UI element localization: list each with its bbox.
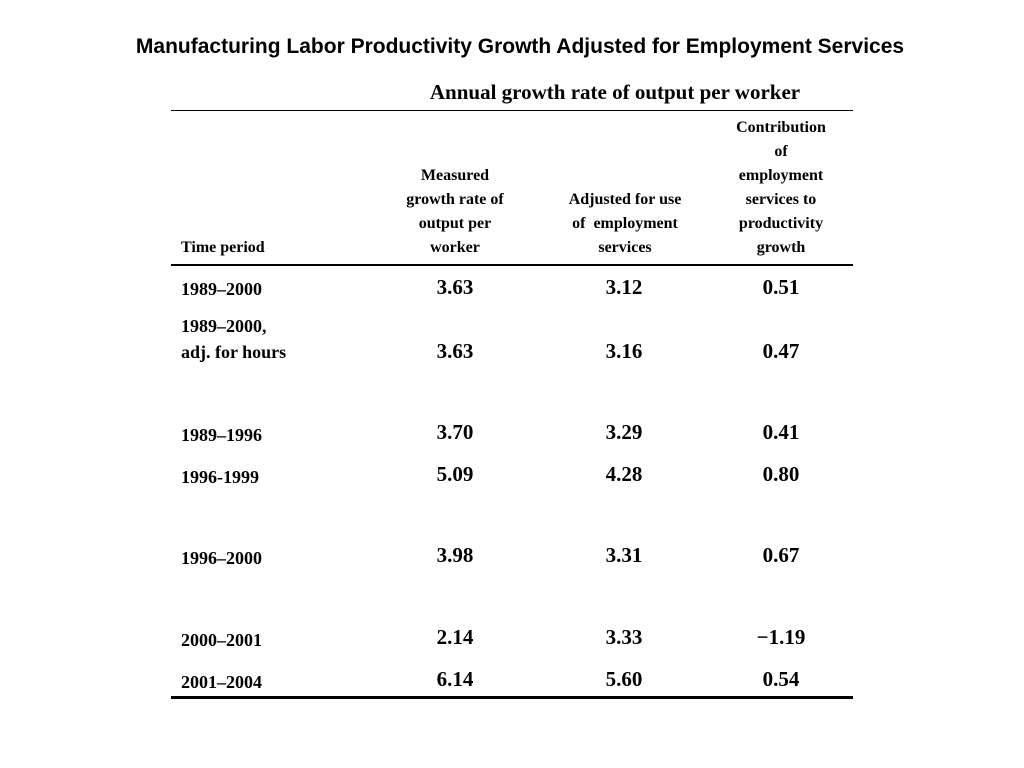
cell-measured: 5.09 [436,462,474,486]
header-measured-line: worker [430,239,480,256]
header-measured-line: output per [418,215,492,232]
row-label: 2001–2004 [181,669,262,695]
row-label-line: 1989–2000, [181,316,267,336]
cell-contribution: 0.80 [762,462,800,486]
row-label: 2000–2001 [181,627,262,653]
row-label-line: 1989–1996 [181,425,262,445]
row-label: 1996–2000 [181,545,262,571]
cell-contribution: 0.67 [762,543,800,567]
row-label: 1996-1999 [181,464,259,490]
header-contribution-line: services to [745,191,817,208]
row-label-line: adj. for hours [181,342,287,362]
table-bottom-rule [171,696,853,699]
row-label: 1989–2000 [181,276,262,302]
cell-measured: 3.70 [436,420,474,444]
cell-measured: 3.98 [436,543,474,567]
row-label: 1989–2000, adj. for hours [181,313,286,365]
row-label: 1989–1996 [181,422,262,448]
header-contribution-line: productivity [738,215,824,232]
cell-measured: 6.14 [436,667,474,691]
header-contribution-line: of [774,143,788,160]
cell-adjusted: 3.16 [605,339,643,363]
row-label-line: 2001–2004 [181,672,262,692]
table-top-rule [171,110,853,111]
cell-contribution: 0.54 [762,667,800,691]
row-label-line: 1996-1999 [181,467,259,487]
header-adjusted: Adjusted for use of employment services [540,188,710,260]
header-adjusted-line: of employment [572,215,678,232]
cell-measured: 3.63 [436,339,474,363]
cell-measured: 3.63 [436,275,474,299]
cell-adjusted: 3.12 [605,275,643,299]
header-time-period: Time period [181,239,265,256]
column-group-header: Annual growth rate of output per worker [429,80,801,104]
cell-contribution: 0.41 [762,420,800,444]
row-label-line: 1989–2000 [181,279,262,299]
header-contribution: Contribution of employment services to p… [715,116,847,260]
cell-adjusted: 3.29 [605,420,643,444]
header-divider-rule [171,264,853,266]
header-adjusted-line: services [598,239,652,256]
slide-title: Manufacturing Labor Productivity Growth … [135,35,905,58]
cell-adjusted: 3.33 [605,625,643,649]
cell-adjusted: 4.28 [605,462,643,486]
header-measured-line: Measured [420,167,490,184]
row-label-line: 2000–2001 [181,630,262,650]
cell-contribution: 0.51 [762,275,800,299]
cell-contribution: 0.47 [762,339,800,363]
header-measured-growth: Measured growth rate of output per worke… [385,164,525,260]
header-measured-line: growth rate of [406,191,504,208]
cell-measured: 2.14 [436,625,474,649]
header-contribution-line: employment [738,167,824,184]
header-contribution-line: Contribution [736,119,826,136]
row-label-line: 1996–2000 [181,548,262,568]
header-adjusted-line: Adjusted for use [568,191,682,208]
cell-adjusted: 3.31 [605,543,643,567]
header-contribution-line: growth [756,239,806,256]
cell-adjusted: 5.60 [605,667,643,691]
cell-contribution: −1.19 [756,625,806,649]
